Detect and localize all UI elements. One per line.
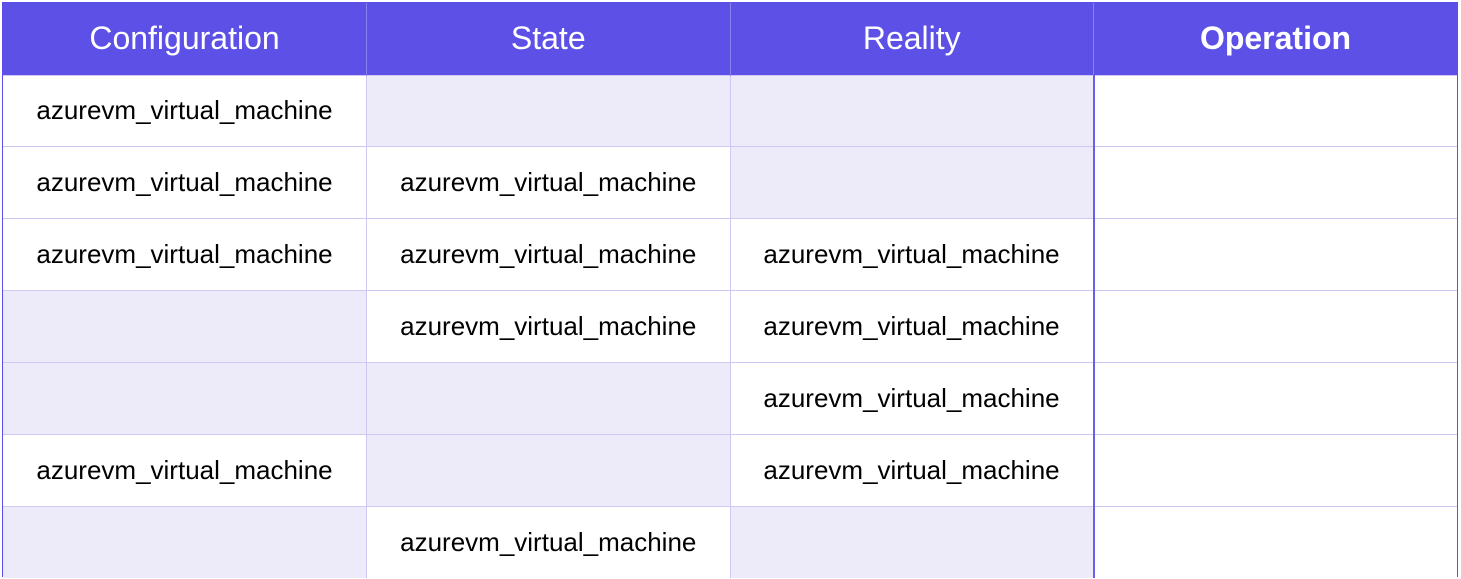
- cell-state: azurevm_virtual_machine: [366, 290, 730, 363]
- cell-configuration: azurevm_virtual_machine: [3, 146, 367, 219]
- table-row: azurevm_virtual_machine azurevm_virtual_…: [3, 218, 1457, 291]
- cell-configuration: azurevm_virtual_machine: [3, 74, 367, 147]
- cell-operation: [1092, 74, 1457, 147]
- cell-reality: azurevm_virtual_machine: [729, 433, 1094, 507]
- cell-operation: [1092, 361, 1457, 435]
- cell-configuration: azurevm_virtual_machine: [3, 218, 367, 291]
- cell-configuration: [3, 361, 367, 435]
- header-state: State: [366, 3, 730, 75]
- table-row: azurevm_virtual_machine azurevm_virtual_…: [3, 433, 1457, 507]
- cell-state: azurevm_virtual_machine: [366, 505, 730, 578]
- cell-configuration: azurevm_virtual_machine: [3, 433, 367, 507]
- cell-state: [366, 361, 730, 435]
- cell-state: [366, 433, 730, 507]
- header-configuration: Configuration: [89, 20, 280, 57]
- cell-operation: [1092, 505, 1457, 578]
- cell-state: azurevm_virtual_machine: [366, 218, 730, 291]
- table-body: azurevm_virtual_machine azurevm_virtual_…: [3, 74, 1457, 578]
- cell-configuration: [3, 505, 367, 578]
- header-operation: Operation: [1093, 3, 1457, 75]
- comparison-table: Configuration State Reality Operation az…: [3, 3, 1457, 578]
- table-row: azurevm_virtual_machine: [3, 505, 1457, 578]
- cell-state: azurevm_virtual_machine: [366, 146, 730, 219]
- cell-reality: [729, 74, 1094, 147]
- header-row: Configuration State Reality Operation: [3, 3, 1457, 75]
- cell-configuration: [3, 290, 367, 363]
- table-row: azurevm_virtual_machine: [3, 361, 1457, 435]
- cell-reality: [729, 146, 1094, 219]
- cell-reality: azurevm_virtual_machine: [729, 361, 1094, 435]
- table-row: azurevm_virtual_machine: [3, 74, 1457, 147]
- cell-reality: azurevm_virtual_machine: [729, 290, 1094, 363]
- cell-operation: [1092, 290, 1457, 363]
- cell-state: [366, 74, 730, 147]
- header-reality: Reality: [729, 3, 1094, 75]
- cell-operation: [1092, 433, 1457, 507]
- cell-operation: [1092, 218, 1457, 291]
- cell-reality: azurevm_virtual_machine: [729, 218, 1094, 291]
- table-row: azurevm_virtual_machine azurevm_virtual_…: [3, 290, 1457, 363]
- cell-reality: [729, 505, 1094, 578]
- cell-operation: [1092, 146, 1457, 219]
- table-row: azurevm_virtual_machine azurevm_virtual_…: [3, 146, 1457, 219]
- table-header: Configuration State Reality Operation: [3, 3, 1457, 75]
